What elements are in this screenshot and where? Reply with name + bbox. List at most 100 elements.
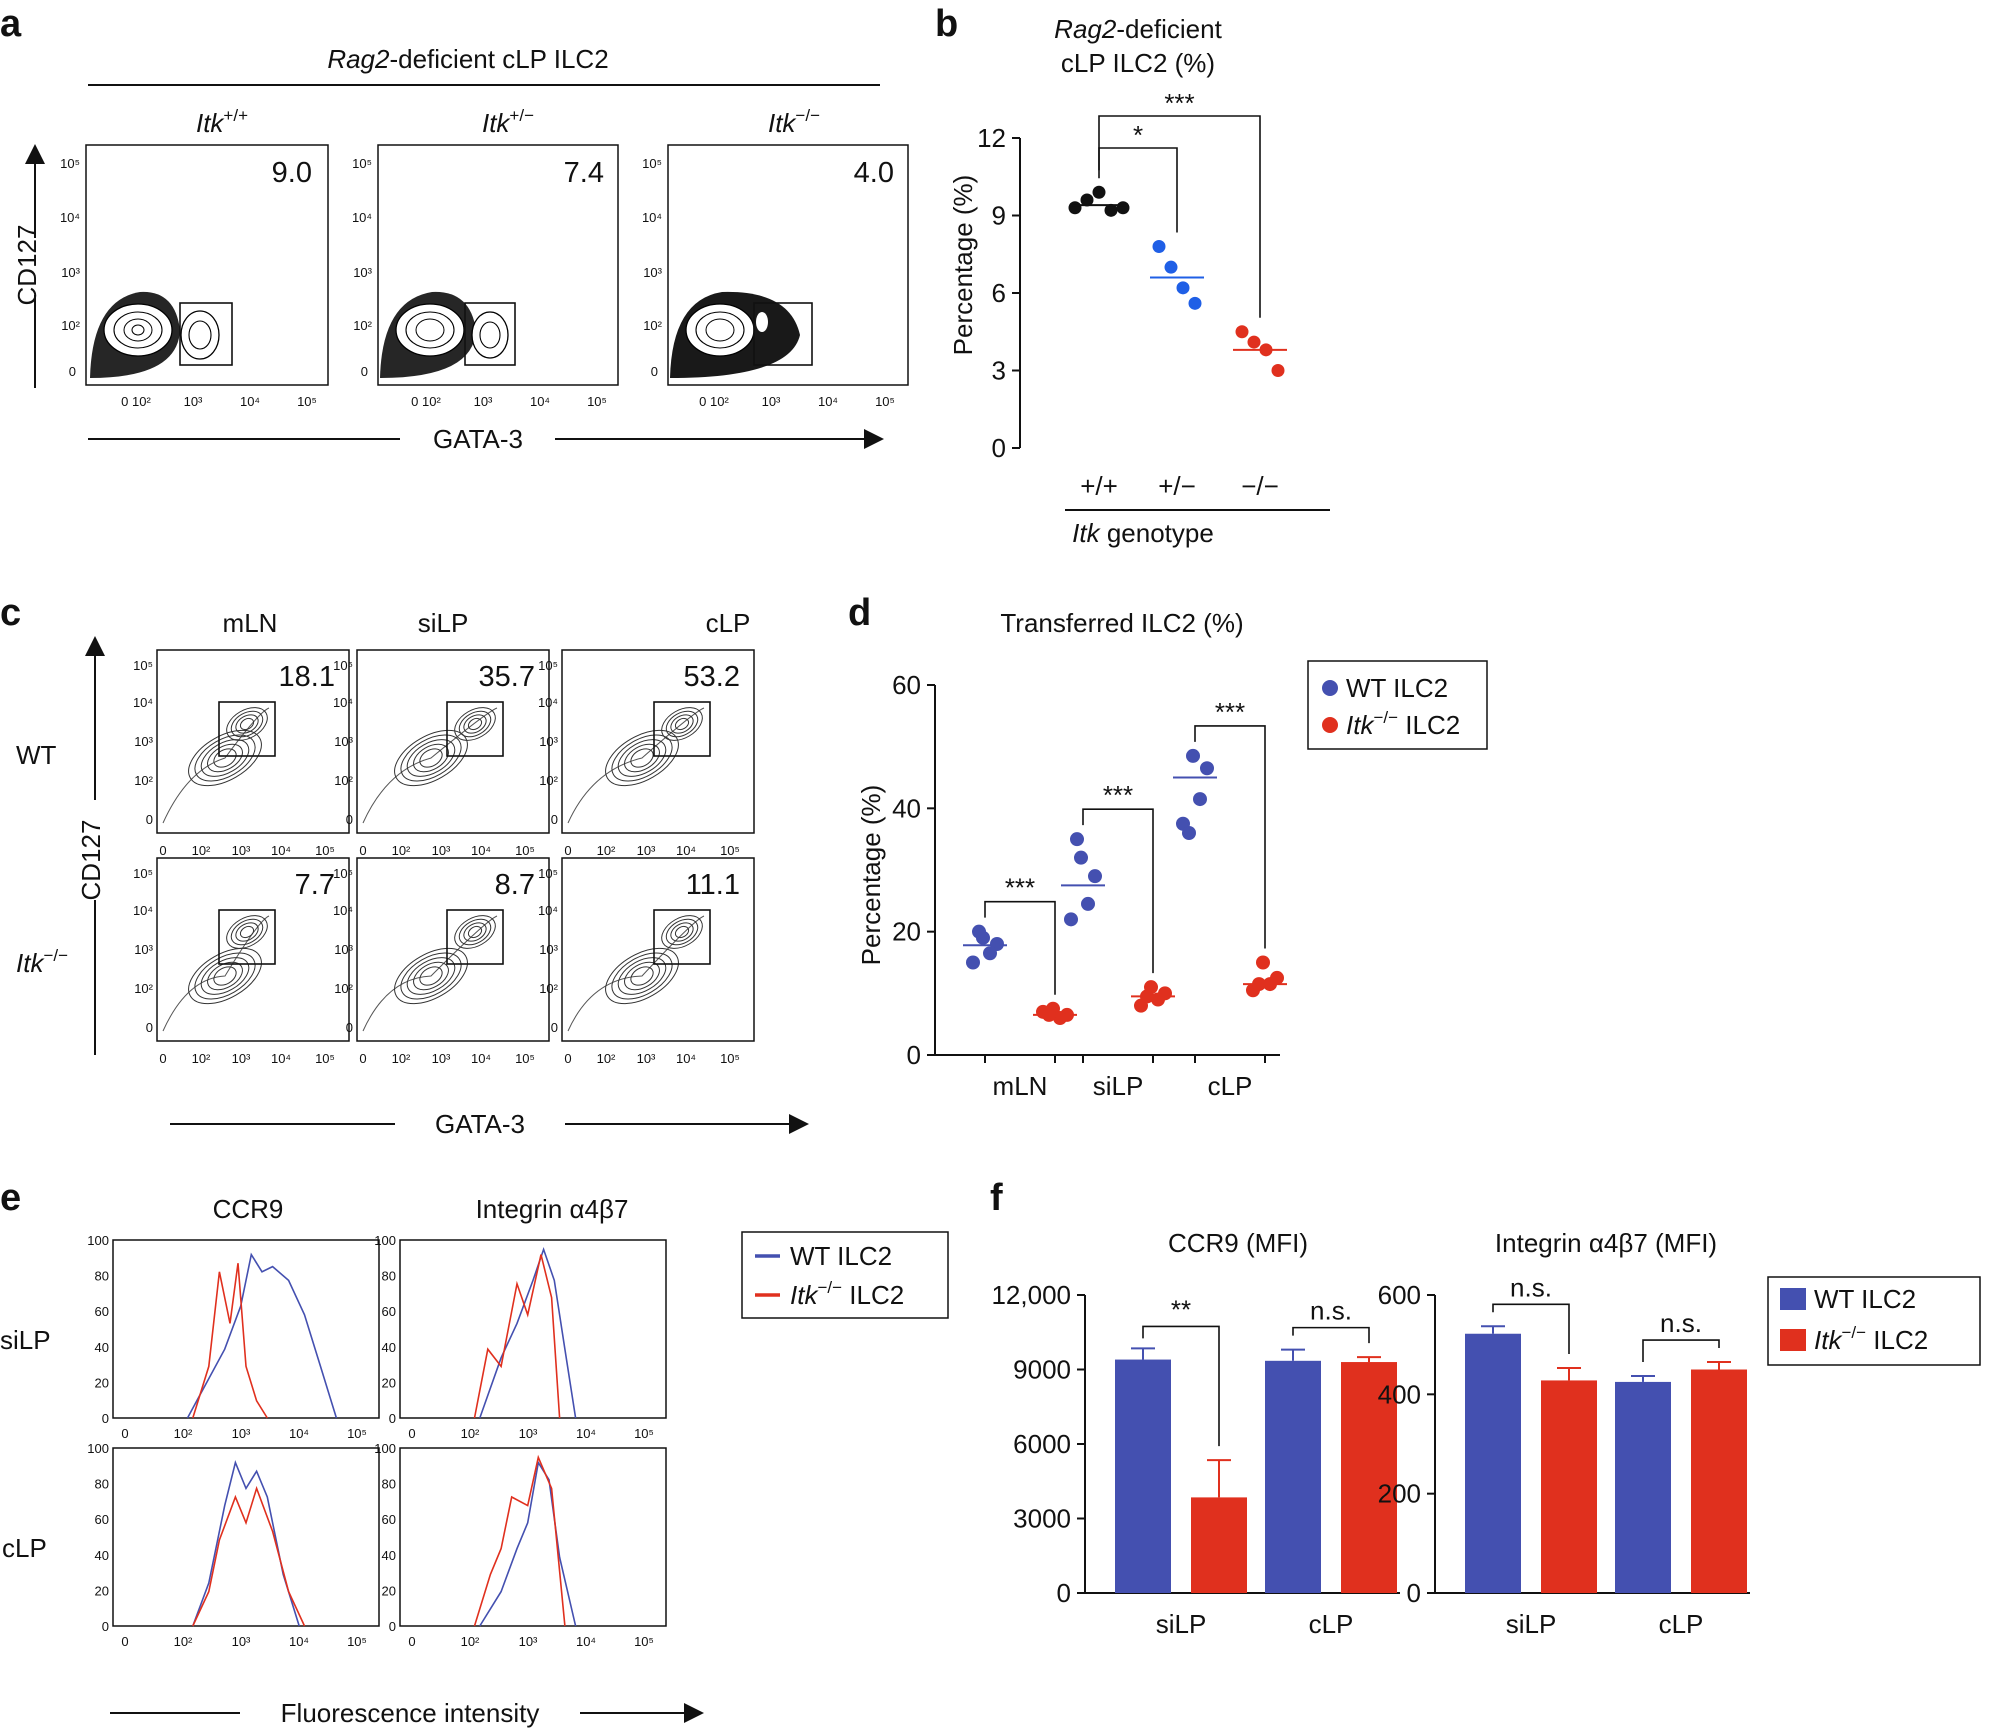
y-tick: 100	[87, 1233, 109, 1248]
data-point	[1104, 203, 1118, 217]
bar	[1615, 1381, 1671, 1593]
x-tick: 10⁵	[515, 843, 535, 858]
x-tick: 10²	[192, 843, 211, 858]
panel-c-row-wt: WT	[16, 740, 57, 770]
y-tick-label: 0	[907, 1040, 921, 1070]
contour-line	[567, 915, 705, 1032]
data-point	[1068, 201, 1082, 215]
significance-label: *	[1133, 120, 1143, 150]
x-tick: 10³	[519, 1634, 538, 1649]
y-tick-label: 6	[992, 278, 1006, 308]
legend-frame	[1307, 660, 1488, 750]
contour-ring	[605, 729, 679, 787]
x-tick: 10²	[192, 1051, 211, 1066]
panel-b-title-line2: cLP ILC2 (%)	[1061, 48, 1215, 78]
x-tick: 0	[408, 1426, 415, 1441]
x-tick: 0	[359, 1051, 366, 1066]
y-tick-label: 60	[892, 670, 921, 700]
bar	[1465, 1333, 1521, 1593]
y-tick: 80	[382, 1477, 396, 1492]
contour-ring	[406, 957, 456, 995]
bar	[1341, 1362, 1397, 1593]
y-tick: 10⁵	[538, 866, 558, 881]
panel-b-letter: b	[935, 3, 958, 45]
contour-ring	[617, 957, 667, 995]
contour-ring	[226, 707, 268, 741]
y-tick: 10²	[539, 981, 558, 996]
y-tick: 10⁵	[333, 658, 353, 673]
plot-frame	[112, 1447, 380, 1627]
y-tick: 0	[651, 364, 658, 379]
contour-ring	[670, 922, 694, 942]
y-tick: 10³	[134, 734, 153, 749]
contour-ring	[624, 961, 660, 991]
x-tick: 10⁵	[720, 843, 740, 858]
contour-plot-1-2: 11.1 10⁵ 10⁴ 10³ 10² 0 0 10² 10³ 10⁴ 10⁵	[538, 857, 755, 1066]
panel-d: d Transferred ILC2 (%) Percentage (%) 0 2…	[848, 592, 1488, 1101]
panel-a-plot-3-frame	[667, 144, 909, 386]
contour-ring	[194, 952, 256, 1000]
contour-ring	[406, 739, 456, 777]
contour-ring	[200, 957, 250, 995]
x-tick: 10⁵	[347, 1426, 367, 1441]
legend-label-itk: Itk−/− ILC2	[1346, 708, 1460, 740]
y-tick: 0	[346, 812, 353, 827]
contour-plot-1-1: 8.7 10⁵ 10⁴ 10³ 10² 0 0 10² 10³ 10⁴ 10⁵	[333, 857, 550, 1066]
significance-label: ***	[1215, 697, 1245, 727]
x-category-label: cLP	[1208, 1071, 1253, 1101]
y-tick: 0	[146, 1020, 153, 1035]
gate-box	[446, 701, 504, 757]
legend-label-itk: Itk−/− ILC2	[790, 1278, 904, 1310]
x-tick: 0	[408, 1634, 415, 1649]
y-tick: 100	[374, 1441, 396, 1456]
panel-a-plot-1: Itk+/+ 9.0 10⁵ 10⁴ 10³ 10² 0 0 10² 10³ 1…	[60, 106, 329, 409]
x-tick: 10⁵	[515, 1051, 535, 1066]
contour-ring	[454, 707, 496, 741]
x-tick: 10³	[762, 394, 781, 409]
significance-bracket	[1642, 1339, 1720, 1362]
plot-frame	[112, 1239, 380, 1419]
x-tick: 10⁴	[271, 843, 291, 858]
y-tick: 20	[95, 1583, 109, 1598]
x-tick: 10⁵	[634, 1634, 654, 1649]
panel-b-title-line1: Rag2-deficient	[1054, 14, 1222, 44]
y-tick: 60	[95, 1304, 109, 1319]
bar	[1115, 1359, 1171, 1593]
x-tick: 10³	[519, 1426, 538, 1441]
panel-e-letter: e	[0, 1177, 21, 1219]
x-tick: 10⁴	[471, 1051, 491, 1066]
y-tick-label: 9	[992, 201, 1006, 231]
x-tick: 10²	[597, 843, 616, 858]
contour-ring	[467, 717, 483, 731]
contour-line	[567, 707, 705, 824]
y-tick-label: 0	[1407, 1578, 1421, 1608]
y-tick: 10²	[61, 318, 80, 333]
y-tick-label: 200	[1378, 1479, 1421, 1509]
panel-a-plot-3-title: Itk−/−	[768, 106, 820, 138]
contour-ring	[239, 925, 255, 939]
contour-ring	[454, 915, 496, 949]
contour-ring	[458, 918, 492, 946]
y-tick: 10⁴	[333, 903, 353, 918]
y-tick: 10⁴	[333, 695, 353, 710]
y-tick: 40	[95, 1340, 109, 1355]
x-tick: 0	[159, 1051, 166, 1066]
y-tick: 40	[382, 1548, 396, 1563]
y-tick: 10⁵	[60, 156, 80, 171]
data-point	[1271, 364, 1285, 377]
gate-value: 35.7	[479, 661, 535, 693]
data-point	[1116, 201, 1130, 215]
legend-swatch-itk	[1780, 1329, 1806, 1351]
contour-ring	[400, 734, 462, 782]
y-tick: 0	[551, 1020, 558, 1035]
contour-ring	[611, 952, 673, 1000]
gate-box	[446, 909, 504, 965]
x-category-label: cLP	[1659, 1609, 1704, 1639]
x-tick: 0	[564, 1051, 571, 1066]
y-tick-label: 20	[892, 917, 921, 947]
x-tick: 10⁴	[530, 394, 550, 409]
plot-frame	[561, 649, 755, 834]
data-point	[983, 946, 997, 961]
panel-a-plot-2-title: Itk+/−	[482, 106, 534, 138]
